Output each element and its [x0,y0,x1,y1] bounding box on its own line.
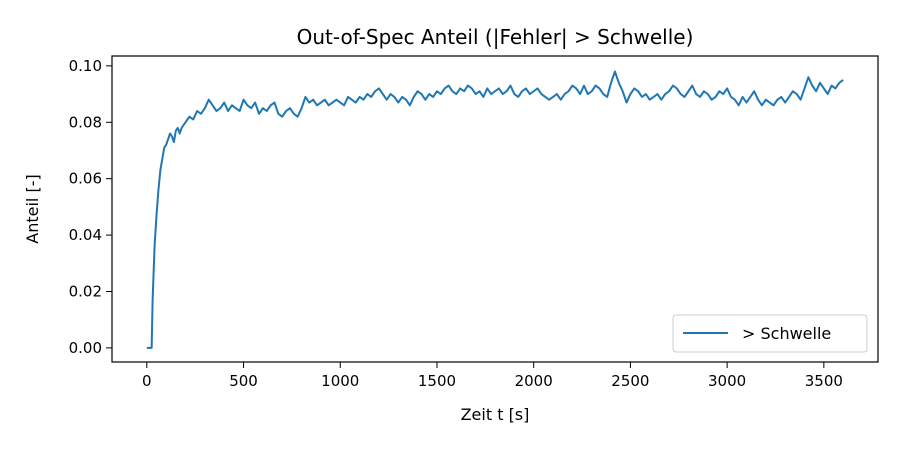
x-tick-label: 1000 [321,372,359,390]
y-tick-label: 0.02 [69,282,102,300]
legend: > Schwelle [672,314,868,353]
x-axis: 0 500 1000 1500 2000 2500 3000 3500 [142,362,843,390]
legend-label: > Schwelle [742,324,831,343]
y-tick-label: 0.08 [69,113,102,131]
x-tick-label: 1500 [418,372,456,390]
legend-box [672,314,868,353]
x-tick-label: 3500 [805,372,843,390]
x-tick-label: 500 [229,372,258,390]
x-tick-label: 0 [142,372,152,390]
y-tick-label: 0.06 [69,170,102,188]
y-axis-title: Anteil [-] [23,174,42,243]
plot-area [146,70,844,349]
x-axis-title: Zeit t [s] [461,405,530,424]
x-tick-label: 2500 [611,372,649,390]
y-tick-label: 0.00 [69,339,102,357]
series-line [146,70,844,349]
x-tick-label: 3000 [708,372,746,390]
chart-title: Out-of-Spec Anteil (|Fehler| > Schwelle) [297,25,694,49]
y-axis: 0.00 0.02 0.04 0.06 0.08 0.10 [69,57,112,357]
x-tick-label: 2000 [515,372,553,390]
y-tick-label: 0.04 [69,226,102,244]
y-tick-label: 0.10 [69,57,102,75]
plot-frame [111,55,879,363]
